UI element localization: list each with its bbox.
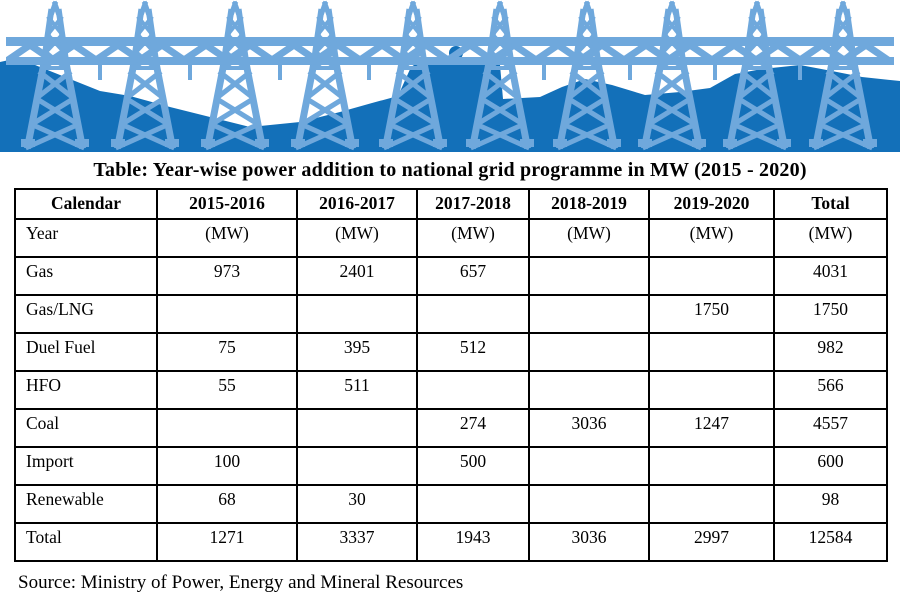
cell-value: 982 — [773, 332, 888, 372]
cell-value — [648, 370, 775, 410]
cell-value: 973 — [156, 256, 298, 296]
cell-value — [156, 294, 298, 334]
table-row: Gas 973 2401 657 4031 — [14, 256, 888, 296]
cell-value: 511 — [296, 370, 418, 410]
cell-value: 30 — [296, 484, 418, 524]
table-row: Duel Fuel 75 395 512 982 — [14, 332, 888, 372]
cell-value — [648, 484, 775, 524]
cell-value: 274 — [416, 408, 530, 448]
row-label: Renewable — [14, 484, 158, 524]
table-row: Gas/LNG 1750 1750 — [14, 294, 888, 334]
unit-cell: (MW) — [156, 218, 298, 258]
row-label: Import — [14, 446, 158, 486]
cell-value: 566 — [773, 370, 888, 410]
header-row: Calendar 2015-2016 2016-2017 2017-2018 2018-… — [14, 188, 888, 220]
cell-value: 55 — [156, 370, 298, 410]
cell-value — [528, 446, 650, 486]
power-grid-banner — [0, 0, 900, 152]
cell-value — [296, 446, 418, 486]
cell-value — [528, 256, 650, 296]
cell-value: 4031 — [773, 256, 888, 296]
cell-value — [528, 294, 650, 334]
cell-value: 68 — [156, 484, 298, 524]
units-row: Year (MW) (MW) (MW) (MW) (MW) (MW) — [14, 218, 888, 258]
cell-value: 3337 — [296, 522, 418, 562]
column-header: 2018-2019 — [528, 188, 650, 220]
cell-value: 2401 — [296, 256, 418, 296]
column-header: Calendar — [14, 188, 158, 220]
cell-value: 1750 — [648, 294, 775, 334]
cell-value: 3036 — [528, 522, 650, 562]
cell-value — [648, 256, 775, 296]
cell-value: 12584 — [773, 522, 888, 562]
row-label: Duel Fuel — [14, 332, 158, 372]
row-label: Total — [14, 522, 158, 562]
unit-cell: (MW) — [296, 218, 418, 258]
cell-value — [528, 370, 650, 410]
page-title: Table: Year-wise power addition to natio… — [93, 159, 807, 181]
cell-value — [528, 332, 650, 372]
column-header: 2017-2018 — [416, 188, 530, 220]
cell-value — [156, 408, 298, 448]
cell-value: 512 — [416, 332, 530, 372]
unit-cell: (MW) — [528, 218, 650, 258]
cell-value: 395 — [296, 332, 418, 372]
cell-value: 100 — [156, 446, 298, 486]
grid-table-body: Year (MW) (MW) (MW) (MW) (MW) (MW) Gas 973 2401 65… — [14, 218, 888, 562]
cell-value — [648, 446, 775, 486]
cell-value: 1750 — [773, 294, 888, 334]
column-header: Total — [773, 188, 888, 220]
table-row: Coal 274 3036 1247 4557 — [14, 408, 888, 448]
row-label: Gas — [14, 256, 158, 296]
cell-value: 657 — [416, 256, 530, 296]
column-header: 2019-2020 — [648, 188, 775, 220]
row-label: Coal — [14, 408, 158, 448]
table-row: Total 1271 3337 1943 3036 2997 12584 — [14, 522, 888, 562]
column-header: 2015-2016 — [156, 188, 298, 220]
cell-value — [416, 484, 530, 524]
cell-value: 1247 — [648, 408, 775, 448]
cell-value — [528, 484, 650, 524]
unit-cell: (MW) — [648, 218, 775, 258]
column-header: 2016-2017 — [296, 188, 418, 220]
table-row: Import 100 500 600 — [14, 446, 888, 486]
cell-value: 4557 — [773, 408, 888, 448]
power-addition-table: Calendar 2015-2016 2016-2017 2017-2018 2018-… — [14, 188, 888, 562]
cell-value: 600 — [773, 446, 888, 486]
row-label: Year — [14, 218, 158, 258]
cell-value: 1271 — [156, 522, 298, 562]
unit-cell: (MW) — [416, 218, 530, 258]
cell-value — [648, 332, 775, 372]
cell-value: 500 — [416, 446, 530, 486]
cell-value: 98 — [773, 484, 888, 524]
unit-cell: (MW) — [773, 218, 888, 258]
cell-value — [416, 294, 530, 334]
cell-value — [296, 408, 418, 448]
source-caption: Source: Ministry of Power, Energy and Mi… — [18, 572, 464, 593]
cell-value — [416, 370, 530, 410]
cell-value: 75 — [156, 332, 298, 372]
cell-value: 3036 — [528, 408, 650, 448]
cell-value: 2997 — [648, 522, 775, 562]
cell-value: 1943 — [416, 522, 530, 562]
row-label: Gas/LNG — [14, 294, 158, 334]
table-row: Renewable 68 30 98 — [14, 484, 888, 524]
table-row: HFO 55 511 566 — [14, 370, 888, 410]
row-label: HFO — [14, 370, 158, 410]
cell-value — [296, 294, 418, 334]
